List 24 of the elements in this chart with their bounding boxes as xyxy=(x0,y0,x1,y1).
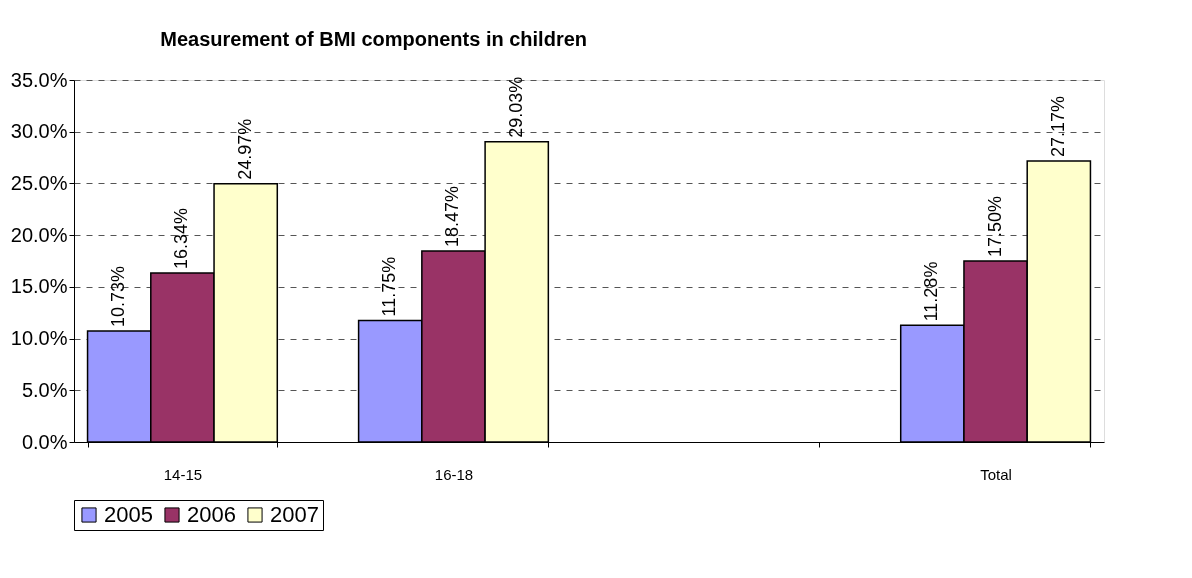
legend-label: 2007 xyxy=(270,502,319,527)
x-tick-label: Total xyxy=(980,465,1012,483)
data-label: 17.50% xyxy=(984,195,1005,257)
data-label: 18.47% xyxy=(442,185,463,247)
legend-label: 2006 xyxy=(187,502,236,527)
data-label: 27.17% xyxy=(1047,95,1068,157)
data-label: 29.03% xyxy=(505,76,526,138)
y-tick-label: 15.0% xyxy=(10,275,68,298)
x-tick-label: 14-15 xyxy=(163,465,203,483)
y-tick-label: 0.0% xyxy=(21,430,68,453)
y-tick-label: 25.0% xyxy=(10,171,68,194)
legend-label: 2005 xyxy=(104,502,153,527)
data-label: 16.34% xyxy=(171,207,192,269)
data-label: 11.28% xyxy=(921,261,942,322)
data-label: 11.75% xyxy=(379,256,400,317)
y-tick-label: 5.0% xyxy=(21,378,68,401)
data-label: 10.73% xyxy=(108,265,129,328)
data-label: 24.97% xyxy=(234,118,255,180)
x-tick-label: 16-18 xyxy=(434,465,474,483)
y-tick-label: 35.0% xyxy=(10,68,68,91)
y-tick-label: 30.0% xyxy=(10,120,68,143)
y-tick-label: 10.0% xyxy=(10,327,68,350)
y-tick-label: 20.0% xyxy=(10,223,68,246)
chart-title: Measurement of BMI components in children xyxy=(160,28,588,50)
